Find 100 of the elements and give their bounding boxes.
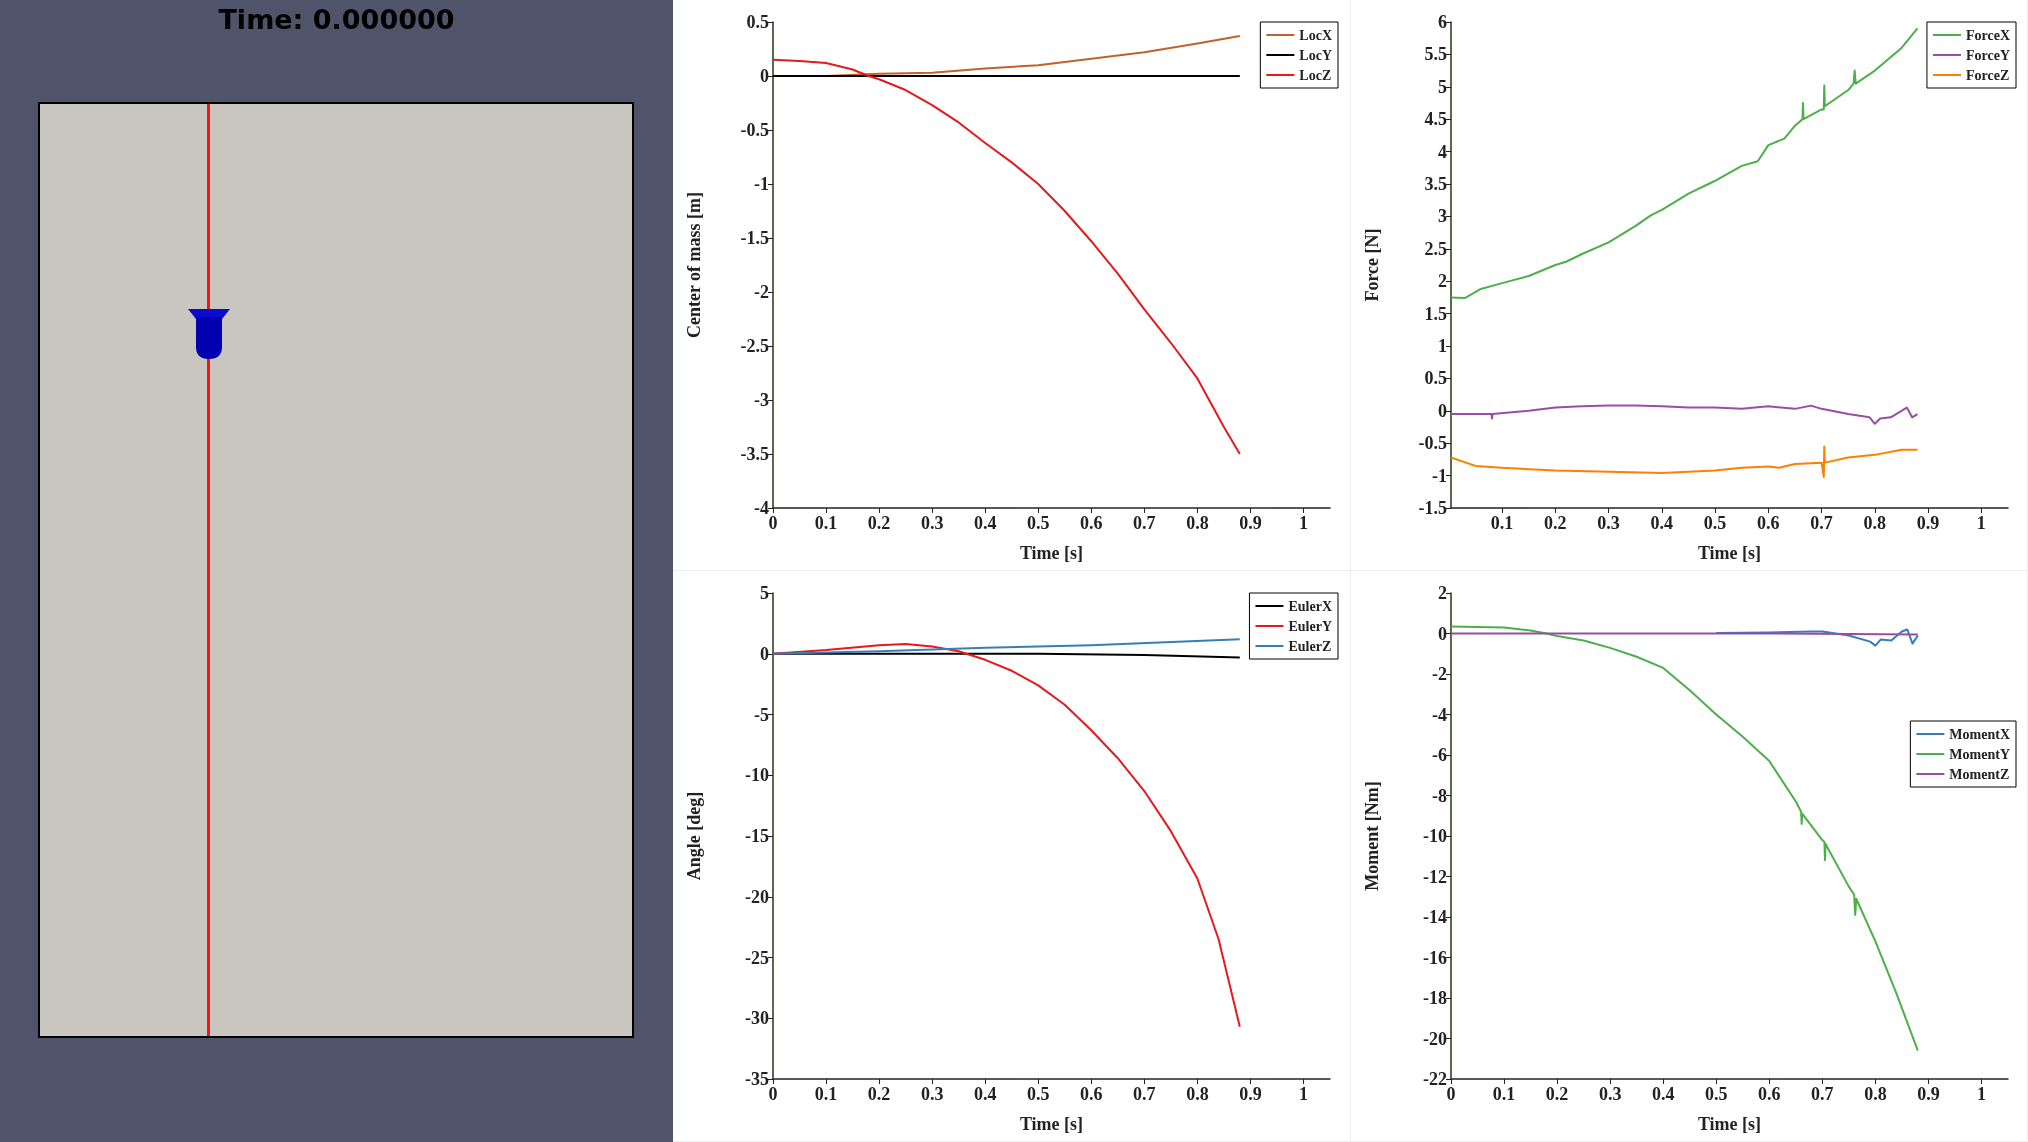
legend-label: ForceZ [1965, 67, 2009, 83]
x-tick-label: 0.8 [1863, 1084, 1887, 1104]
legend-label: EulerX [1288, 598, 1333, 614]
y-tick-label: -1.5 [1418, 498, 1447, 518]
x-tick-label: 0.8 [1863, 513, 1886, 533]
y-tick-label: -30 [745, 1008, 769, 1029]
x-tick-label: 0.5 [1704, 1084, 1727, 1104]
y-tick-label: -0.5 [740, 120, 769, 140]
y-tick-label: -18 [1422, 988, 1447, 1008]
x-tick-label: 0.9 [1916, 513, 1939, 533]
line-series [772, 58, 1241, 455]
y-tick-label: -16 [1422, 947, 1447, 968]
legend-label: ForceX [1965, 27, 2010, 43]
y-tick-label: 5 [760, 583, 769, 603]
y-tick-label: 2 [1437, 271, 1447, 292]
x-tick-label: 0.4 [973, 513, 997, 533]
legend-label: EulerY [1288, 618, 1333, 634]
y-tick-label: -8 [1431, 785, 1447, 806]
y-tick-label: -12 [1422, 866, 1447, 887]
line-series [1449, 404, 1918, 425]
x-tick-label: 0.3 [920, 513, 944, 533]
y-tick-label: 1 [1437, 336, 1447, 356]
y-tick-label: 4.5 [1424, 109, 1447, 130]
y-tick-label: -35 [745, 1069, 769, 1089]
x-tick-label: 0.7 [1810, 1084, 1834, 1104]
y-tick-label: 0 [760, 66, 769, 86]
x-tick-label: 0.6 [1756, 513, 1780, 533]
y-tick-label: -20 [745, 886, 769, 907]
text: Time: 0.000000 [217, 4, 456, 35]
x-tick-label: 0.3 [920, 1084, 944, 1104]
x-tick-label: 0.9 [1916, 1084, 1940, 1104]
y-tick-label: -4 [754, 498, 769, 518]
y-tick-label: 0 [1437, 623, 1447, 644]
legend-label: MomentZ [1948, 766, 2009, 782]
x-axis-title: Time [s] [1019, 1114, 1084, 1134]
y-axis-title: Angle [deg] [684, 791, 704, 881]
x-tick-label: 0.1 [814, 513, 838, 533]
y-tick-label: 0.5 [746, 12, 769, 32]
line-series [1449, 625, 1919, 1052]
y-tick-label: -1 [1431, 465, 1447, 486]
x-tick-label: 0.5 [1026, 513, 1050, 533]
y-tick-label: -2.5 [740, 336, 769, 356]
y-tick-label: -6 [1431, 745, 1447, 765]
y-tick-label: -4 [1431, 704, 1447, 725]
y-tick-label: -10 [1422, 826, 1447, 846]
x-tick-label: 0.1 [1492, 1084, 1515, 1104]
x-tick-label: 0.2 [1543, 513, 1567, 533]
x-axis-title: Time [s] [1697, 543, 1761, 563]
legend-label: LocY [1299, 47, 1333, 63]
legend-label: LocZ [1299, 67, 1332, 83]
y-tick-label: 5.5 [1424, 44, 1447, 65]
x-tick-label: 0.1 [1490, 513, 1513, 533]
x-tick-label: 0.1 [814, 1084, 838, 1104]
y-tick-label: 0.5 [1424, 368, 1447, 389]
y-tick-label: -3 [754, 390, 769, 410]
legend-label: ForceY [1965, 47, 2010, 63]
y-tick-label: -22 [1422, 1069, 1447, 1089]
y-axis-title: Moment [Nm] [1361, 781, 1382, 891]
legend-label: MomentX [1948, 726, 2010, 742]
x-tick-label: 1 [1298, 513, 1308, 533]
x-tick-label: 0.5 [1026, 1084, 1050, 1104]
y-tick-label: 0 [1437, 400, 1447, 421]
legend-label: MomentY [1948, 746, 2010, 762]
line-series [1714, 628, 1919, 647]
line-series [772, 638, 1241, 655]
x-tick-label: 0.6 [1080, 513, 1103, 533]
x-tick-label: 0.4 [1650, 513, 1673, 533]
y-tick-label: -1.5 [740, 228, 769, 248]
x-tick-label: 0.7 [1809, 513, 1833, 533]
x-tick-label: 1 [1976, 513, 1986, 533]
x-tick-label: 0.9 [1239, 1084, 1262, 1104]
x-tick-label: 0.6 [1080, 1084, 1103, 1104]
x-tick-label: 1 [1976, 1084, 1986, 1104]
y-tick-label: -20 [1422, 1028, 1447, 1049]
y-tick-label: -1 [754, 174, 769, 194]
x-tick-label: 0.7 [1133, 1084, 1156, 1104]
y-tick-label: 5 [1437, 76, 1447, 97]
x-axis-title: Time [s] [1019, 543, 1084, 563]
x-tick-label: 0.4 [1651, 1084, 1674, 1104]
y-tick-label: 3.5 [1424, 174, 1447, 194]
y-tick-label: -14 [1422, 907, 1447, 927]
x-tick-label: 1 [1298, 1084, 1308, 1104]
y-tick-label: 1.5 [1424, 303, 1447, 324]
y-tick-label: -0.5 [1418, 433, 1447, 454]
y-tick-label: 3 [1437, 206, 1447, 227]
x-tick-label: 0.2 [867, 1084, 891, 1104]
x-tick-label: 0.6 [1757, 1084, 1781, 1104]
y-axis-title: Center of mass [m] [684, 191, 704, 339]
x-axis-title: Time [s] [1697, 1114, 1761, 1134]
x-tick-label: 0.5 [1703, 513, 1726, 533]
x-tick-label: 0.3 [1596, 513, 1620, 533]
y-tick-label: -2 [754, 282, 769, 302]
y-tick-label: -5 [754, 704, 769, 725]
y-tick-label: 0 [760, 643, 769, 664]
line-series [1449, 445, 1918, 478]
y-tick-label: -3.5 [740, 444, 769, 464]
x-tick-label: 0.7 [1133, 513, 1156, 533]
x-tick-label: 0.8 [1186, 1084, 1209, 1104]
y-axis-title: Force [N] [1361, 228, 1382, 302]
x-tick-label: 0.9 [1239, 513, 1262, 533]
